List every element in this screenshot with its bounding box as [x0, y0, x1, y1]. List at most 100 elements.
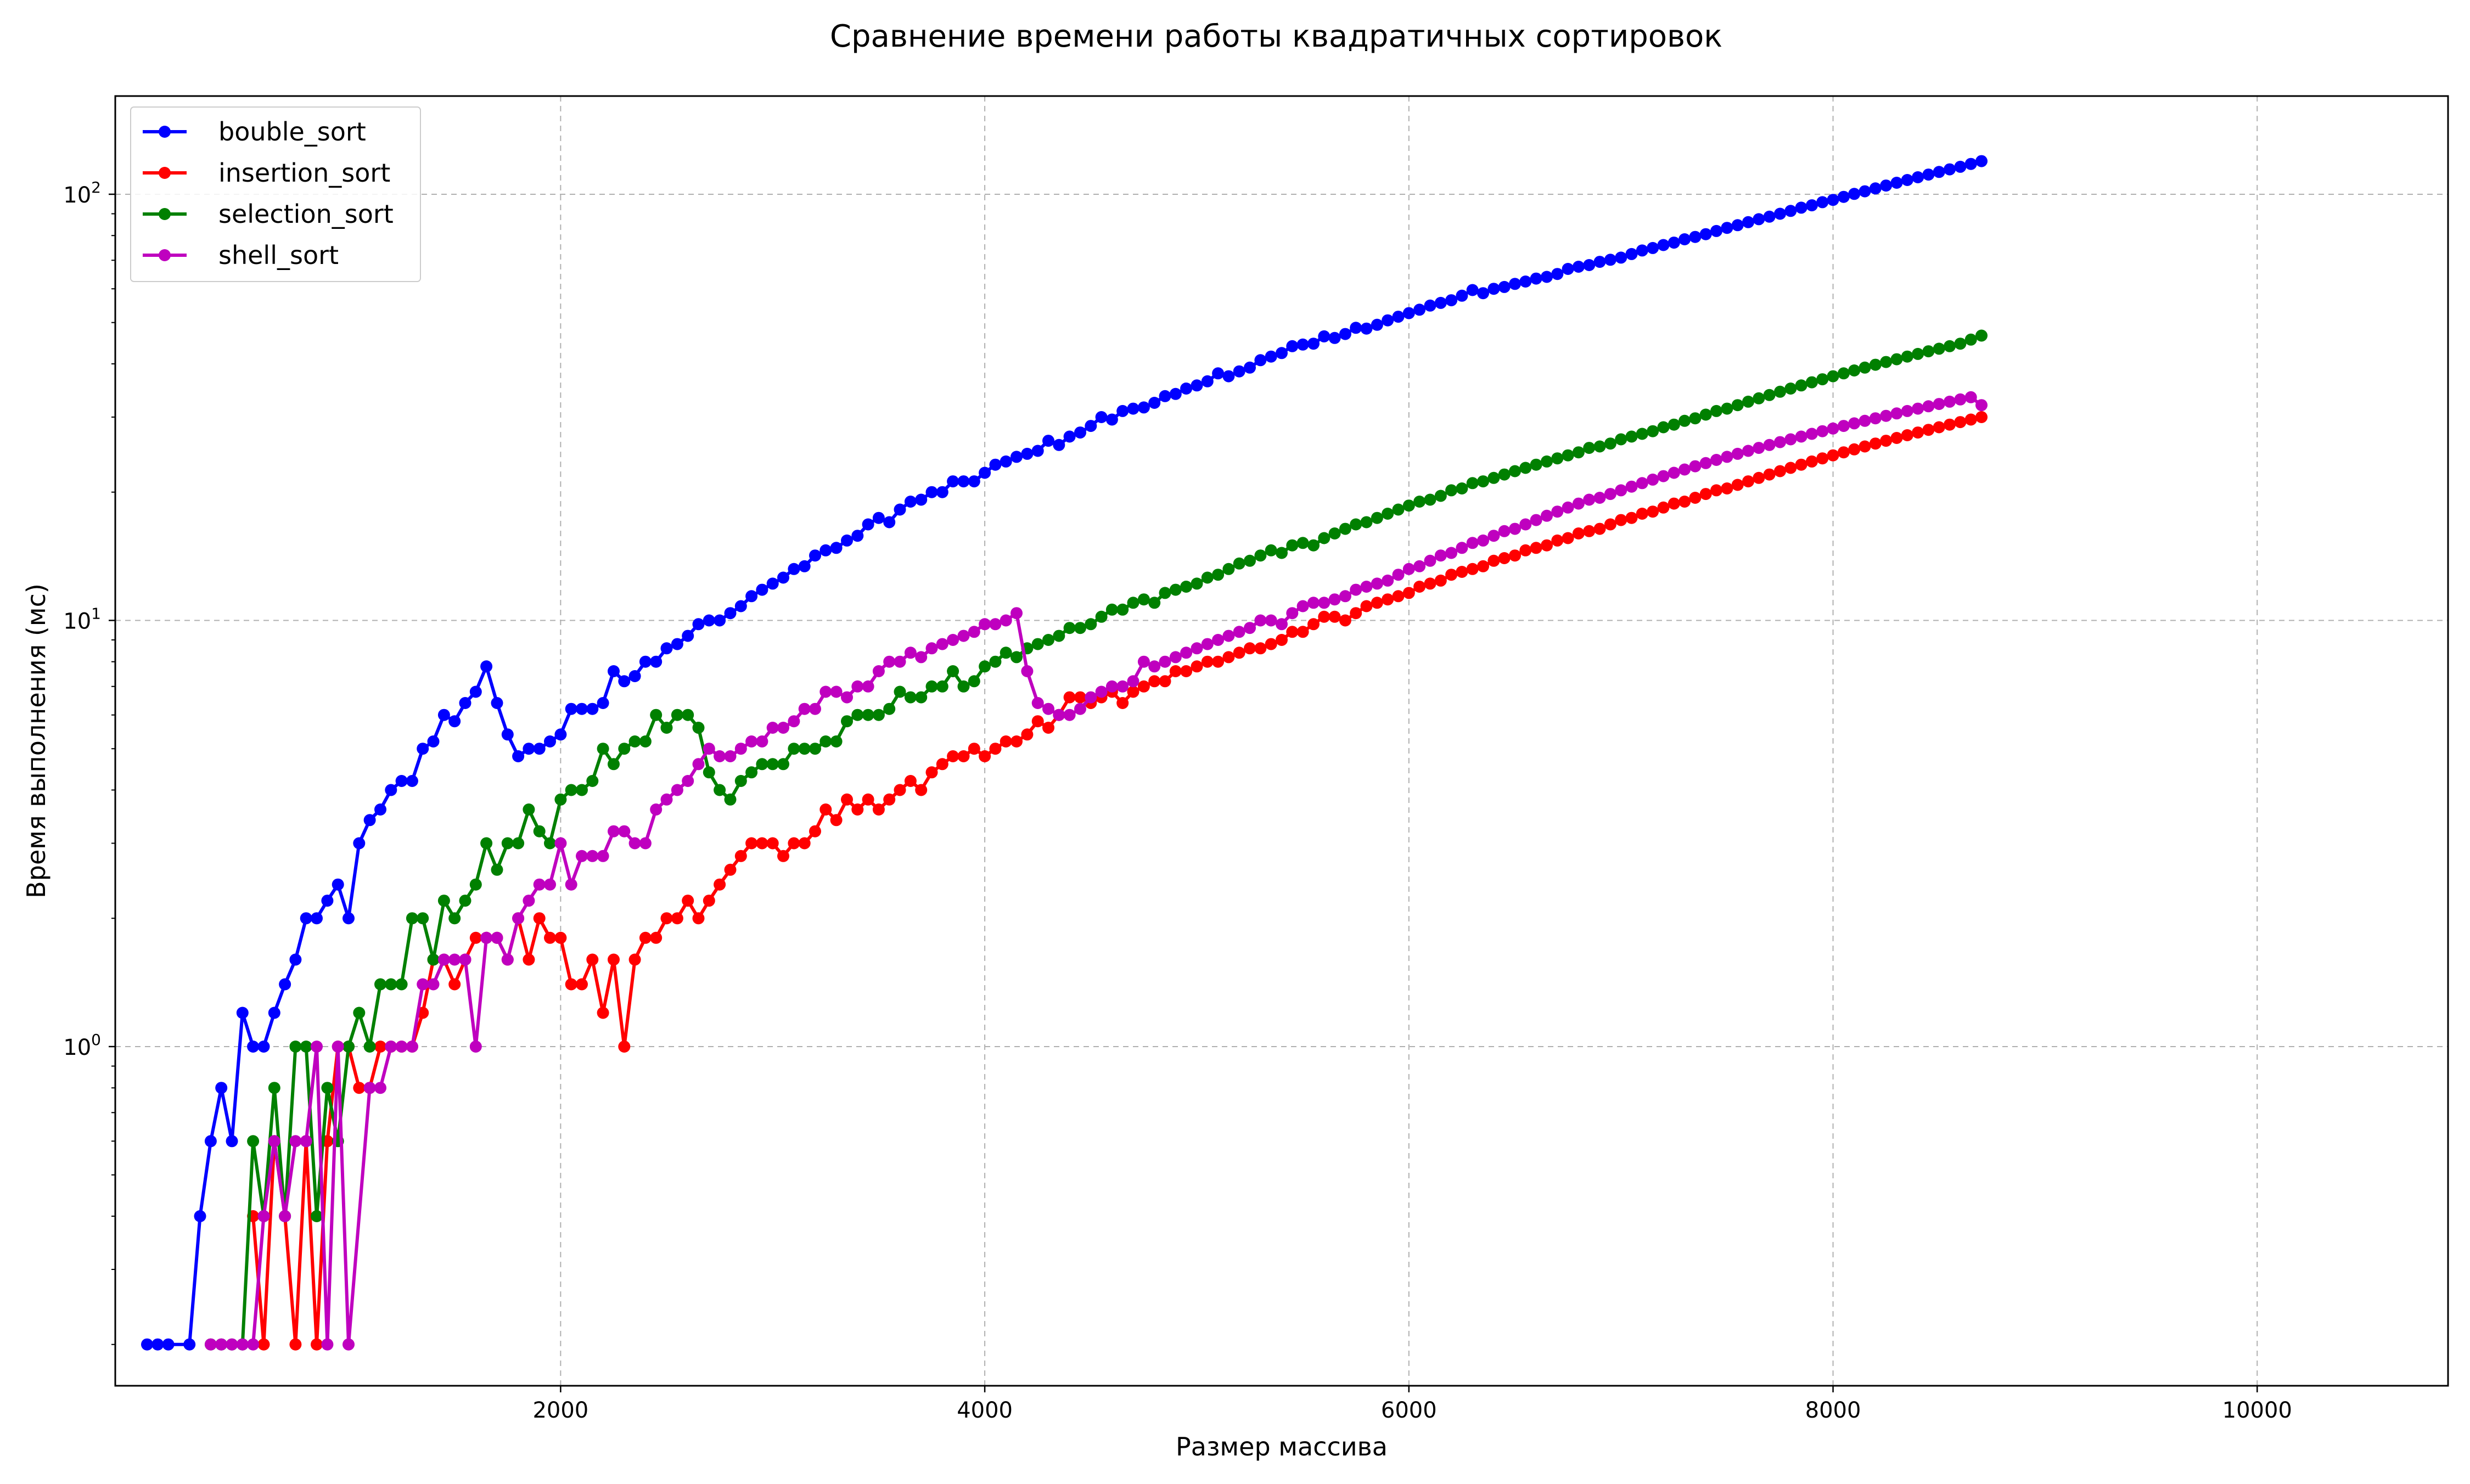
insertion_sort-point [1265, 638, 1277, 650]
bouble_sort-point [1509, 278, 1521, 290]
selection_sort-point [1011, 651, 1023, 664]
insertion_sort-point [1159, 675, 1171, 688]
insertion_sort-point [586, 953, 599, 966]
insertion_sort-point [1784, 462, 1797, 474]
selection_sort-point [576, 784, 588, 796]
bouble_sort-point [226, 1135, 238, 1148]
selection_sort-point [798, 743, 811, 755]
insertion_sort-point [883, 793, 896, 806]
bouble_sort-point [957, 475, 970, 488]
shell_sort-point [777, 722, 789, 734]
selection_sort-point [300, 1041, 312, 1053]
selection_sort-point [1031, 638, 1044, 650]
bouble_sort-point [1276, 347, 1288, 359]
insertion_sort-point [894, 784, 906, 796]
shell_sort-point [247, 1338, 260, 1351]
bouble_sort-point [1053, 439, 1065, 451]
selection_sort-point [819, 735, 832, 747]
selection_sort-point [1276, 547, 1288, 559]
bouble_sort-point [1085, 420, 1097, 432]
bouble_sort-point [1604, 254, 1616, 266]
bouble_sort-point [904, 496, 917, 508]
shell_sort-point [1021, 665, 1034, 677]
bouble_sort-point [1975, 155, 1988, 167]
bouble_sort-point [1201, 375, 1214, 387]
selection_sort-point [385, 978, 397, 991]
shell_sort-point [236, 1338, 249, 1351]
shell_sort-point [1710, 454, 1722, 466]
shell_sort-point [1212, 634, 1225, 646]
insertion_sort-point [1699, 488, 1712, 501]
bouble_sort-point [268, 1007, 280, 1019]
selection_sort-point [1912, 347, 1924, 360]
selection_sort-point [1679, 414, 1691, 427]
shell_sort-point [1954, 393, 1967, 406]
bouble_sort-point [565, 702, 577, 715]
selection_sort-point [1074, 622, 1086, 634]
bouble_sort-point [257, 1041, 270, 1053]
y-tick-label: 100 [63, 1031, 101, 1060]
shell_sort-point [714, 750, 726, 762]
selection_sort-point [788, 743, 800, 755]
shell_sort-point [1360, 581, 1373, 593]
insertion_sort-point [788, 837, 800, 850]
bouble_sort-point [1265, 350, 1277, 363]
bouble_sort-point [1307, 338, 1320, 350]
shell_sort-point [883, 655, 896, 668]
shell_sort-point [1901, 404, 1913, 417]
shell_sort-point [554, 837, 567, 850]
shell_sort-point [343, 1338, 355, 1351]
bouble_sort-point [183, 1338, 196, 1351]
insertion_sort-point [1244, 642, 1256, 655]
insertion_sort-point [1933, 421, 1945, 434]
selection_sort-point [1668, 418, 1680, 431]
bouble_sort-point [469, 685, 482, 698]
x-tick-label: 6000 [1381, 1398, 1437, 1423]
bouble_sort-point [608, 665, 620, 677]
shell_sort-point [1318, 597, 1331, 609]
bouble_sort-point [1647, 241, 1659, 254]
insertion_sort-point [639, 931, 652, 944]
selection_sort-point [894, 685, 906, 698]
bouble_sort-point [1689, 231, 1702, 243]
insertion_sort-point [1466, 563, 1479, 575]
selection_sort-point [957, 680, 970, 693]
shell_sort-point [1095, 685, 1108, 698]
shell_sort-point [1572, 497, 1585, 510]
bouble_sort-point [883, 516, 896, 529]
shell_sort-point [1859, 414, 1871, 427]
insertion_sort-point [1011, 735, 1023, 747]
bouble_sort-point [1011, 451, 1023, 463]
insertion_sort-point [989, 743, 1002, 755]
bouble_sort-point [586, 702, 599, 715]
shell_sort-point [639, 837, 652, 850]
insertion_sort-point [1339, 614, 1351, 627]
bouble_sort-point [1679, 233, 1691, 245]
bouble_sort-point [1286, 340, 1299, 352]
insertion_sort-point [1000, 735, 1012, 747]
shell_sort-point [904, 647, 917, 659]
insertion_sort-point [724, 863, 737, 876]
insertion_sort-point [597, 1007, 609, 1019]
selection_sort-point [586, 775, 599, 787]
bouble_sort-point [459, 697, 471, 709]
shell_sort-point [300, 1135, 312, 1148]
insertion_sort-point [1721, 482, 1733, 494]
insertion_sort-point [533, 912, 546, 925]
shell_sort-point [1509, 522, 1521, 535]
bouble_sort-point [1827, 194, 1839, 206]
shell_sort-point [1551, 505, 1564, 518]
shell_sort-point [480, 931, 493, 944]
shell_sort-point [437, 953, 450, 966]
insertion_sort-point [1541, 539, 1553, 552]
selection_sort-point [862, 709, 874, 721]
selection_sort-point [1085, 618, 1097, 631]
shell_sort-point [1105, 680, 1118, 693]
bouble_sort-point [1212, 367, 1225, 380]
shell_sort-point [1519, 518, 1532, 531]
bouble_sort-point [703, 614, 715, 627]
bouble_sort-point [1328, 331, 1341, 344]
selection_sort-point [1000, 647, 1012, 659]
selection_sort-point [1382, 508, 1394, 520]
selection_sort-point [1286, 539, 1299, 552]
